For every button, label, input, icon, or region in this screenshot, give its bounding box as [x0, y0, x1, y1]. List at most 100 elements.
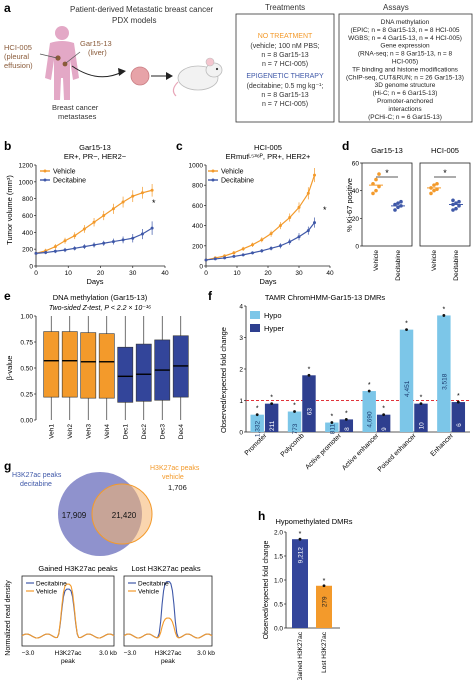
vehicle-dot	[371, 191, 375, 196]
legend-marker	[211, 178, 215, 182]
box-category-label: Veh3	[85, 424, 92, 439]
bar-point	[322, 584, 326, 588]
vehicle-dot	[377, 172, 381, 176]
legend-marker	[211, 169, 215, 173]
bc-label-2: metastases	[58, 112, 97, 121]
hci-label-2: (pleural	[4, 52, 29, 61]
chart-d-plot: Gar15-13 0 20 40 60 * Vehicle Decitabine HCI-005…	[352, 146, 471, 281]
bar-star: *	[420, 395, 423, 402]
no-treatment-line: n = 7 HCI-005)	[262, 61, 308, 68]
panel-f: f TAMR ChromHMM-Gar15-13 DMRs Observed/e…	[208, 289, 470, 473]
assays-box	[338, 13, 473, 123]
box-dec2	[135, 343, 152, 402]
chart-h-ylabel: Observed/expected fold change	[263, 540, 270, 639]
bar-count-label: 6	[456, 423, 463, 427]
pdx-title-1: Patient-derived Metastatic breast cancer	[70, 5, 214, 14]
y-tick-label: 0	[29, 264, 33, 271]
legend-hyper-swatch	[250, 324, 260, 332]
venn-right-label-2: vehicle	[162, 474, 184, 481]
bar-star: *	[382, 406, 385, 413]
data-point	[63, 248, 67, 252]
x-tick-label: 20	[264, 270, 272, 277]
y-tick-label: 60	[352, 161, 360, 168]
bar-hypo	[362, 391, 376, 432]
profile-ylabel: Normalized read density	[5, 580, 12, 656]
venn-vehicle-circle	[91, 483, 153, 545]
bar-point	[298, 537, 302, 541]
bar-point	[307, 373, 311, 377]
data-point	[297, 205, 301, 209]
data-point	[269, 246, 273, 250]
chart-d-xcat: Vehicle	[373, 250, 380, 271]
box-category-label: Dec1	[122, 424, 129, 440]
y-tick-label: 20	[352, 216, 360, 223]
box-category-label: Veh2	[67, 424, 74, 439]
panel-letter-b: b	[4, 139, 11, 153]
chart-d-xcat: Decitabine	[453, 250, 460, 281]
bar-star: *	[345, 410, 348, 417]
panel-h: h Hypomethylated DMRs Observed/expected …	[258, 509, 353, 680]
vehicle-dot	[435, 181, 439, 186]
profile-frame	[123, 575, 213, 647]
data-point	[288, 240, 292, 244]
panel-letter-a: a	[4, 1, 11, 15]
epigenetic-therapy-title: EPIGENETIC THERAPY	[246, 73, 324, 80]
profile-x-tick-label: −3.0	[22, 650, 35, 657]
chart-e-plot: 0.00 0.25 0.50 0.75 1.00 Veh1 Veh2 Veh3 Veh4 Dec1…	[20, 314, 189, 440]
data-point	[232, 251, 236, 255]
data-point	[34, 251, 38, 255]
y-tick-label: 800	[22, 196, 33, 203]
bar-count-label: 9	[381, 427, 388, 431]
x-tick-label: 0	[204, 270, 208, 277]
data-point	[121, 238, 125, 242]
data-point	[313, 221, 316, 225]
assay-line: DNA methylation	[381, 19, 430, 26]
bar-count-label: 3,518	[441, 373, 448, 390]
data-point	[53, 245, 57, 249]
bar-point	[293, 410, 296, 413]
no-treatment-line: (vehicle; 100 nM PBS;	[250, 43, 319, 50]
no-treatment-line: n = 8 Gar15-13	[261, 52, 308, 59]
assay-line: Promoter-anchored	[377, 98, 433, 105]
mouse-icon	[172, 57, 223, 97]
x-tick-label: 40	[326, 270, 334, 277]
data-point	[269, 232, 273, 236]
data-point	[306, 191, 310, 195]
y-tick-label: 2.0	[274, 530, 283, 537]
bar-star: *	[323, 578, 326, 585]
y-tick-label: 200	[22, 247, 33, 254]
box-category-label: Veh1	[48, 424, 55, 439]
data-point	[297, 235, 301, 239]
hci-label-3: effusion)	[4, 61, 33, 70]
series-line-decitabine	[35, 227, 153, 254]
data-point	[251, 243, 254, 247]
profile-x-sub-label: peak	[161, 658, 176, 665]
assay-line: HCI-005)	[392, 59, 418, 66]
chart-f-title: TAMR ChromHMM-Gar15-13 DMRs	[265, 293, 386, 302]
bar-hypo	[250, 414, 264, 432]
data-point	[213, 257, 217, 261]
chart-e-title-1: DNA methylation (Gar15-13)	[53, 293, 148, 302]
y-tick-label: 1.0	[274, 578, 283, 585]
bar-count-label: 1,332	[255, 420, 262, 437]
gar-label-2: (liver)	[88, 48, 107, 57]
panel-letter-g: g	[4, 459, 11, 473]
transplant-arrow	[71, 65, 123, 78]
vehicle-dot	[432, 188, 436, 193]
x-tick-label: 30	[295, 270, 303, 277]
data-point	[223, 256, 227, 260]
data-point	[278, 224, 282, 228]
box-veh1	[43, 331, 60, 398]
treatments-box	[235, 13, 335, 123]
panel-a: a Patient-derived Metastatic breast canc…	[4, 1, 473, 123]
data-point	[288, 216, 292, 220]
chart-h-title: Hypomethylated DMRs	[275, 517, 352, 526]
box-dec1	[117, 346, 134, 403]
bar-hypo	[325, 422, 339, 432]
panel-g: g H3K27ac peaks decitabine H3K27ac peaks…	[4, 459, 215, 665]
venn-right-count: 1,706	[168, 483, 187, 492]
box-category-label: Dec2	[141, 424, 148, 440]
assay-line: WGBS; n = 4 Gar15-13, n = 4 HCI-005)	[348, 35, 462, 42]
profile-x-tick-label: 3.0 kb	[197, 650, 215, 657]
